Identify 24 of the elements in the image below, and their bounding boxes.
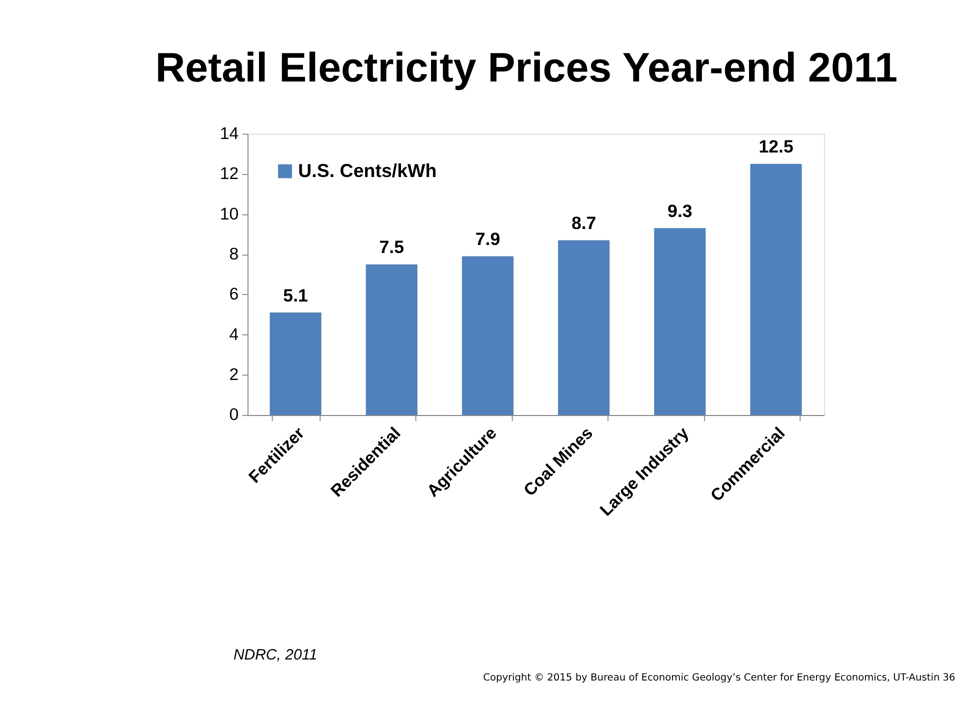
y-tick-label: 4 bbox=[229, 324, 239, 344]
data-label: 7.5 bbox=[379, 237, 404, 258]
y-tick-label: 6 bbox=[229, 284, 239, 304]
bar bbox=[654, 228, 706, 415]
data-label: 9.3 bbox=[668, 200, 692, 221]
text: Copyright © 2015 by Bureau of Economic Geology’s Center for Energy Economics, UT-Austin 36 bbox=[483, 672, 956, 684]
y-tick-label: 8 bbox=[229, 244, 239, 264]
y-tick-label: 14 bbox=[220, 124, 239, 143]
y-tick-label: 2 bbox=[229, 364, 239, 384]
bar bbox=[270, 312, 322, 415]
bar bbox=[462, 256, 514, 415]
data-label: 12.5 bbox=[758, 136, 794, 157]
y-tick-label: 10 bbox=[220, 204, 239, 224]
bar bbox=[750, 164, 802, 415]
y-tick-label: 12 bbox=[220, 164, 239, 184]
bar bbox=[366, 264, 418, 415]
text: NDRC, 2011 bbox=[233, 646, 318, 664]
legend-label: U.S. Cents/kWh bbox=[298, 160, 437, 181]
y-tick-label: 0 bbox=[229, 405, 239, 424]
data-label: 7.9 bbox=[475, 229, 500, 250]
data-label: 8.7 bbox=[571, 212, 596, 233]
data-label: 5.1 bbox=[283, 285, 308, 306]
chart-title: Retail Electricity Prices Year-end 2011 bbox=[155, 44, 898, 90]
bar bbox=[558, 240, 610, 415]
